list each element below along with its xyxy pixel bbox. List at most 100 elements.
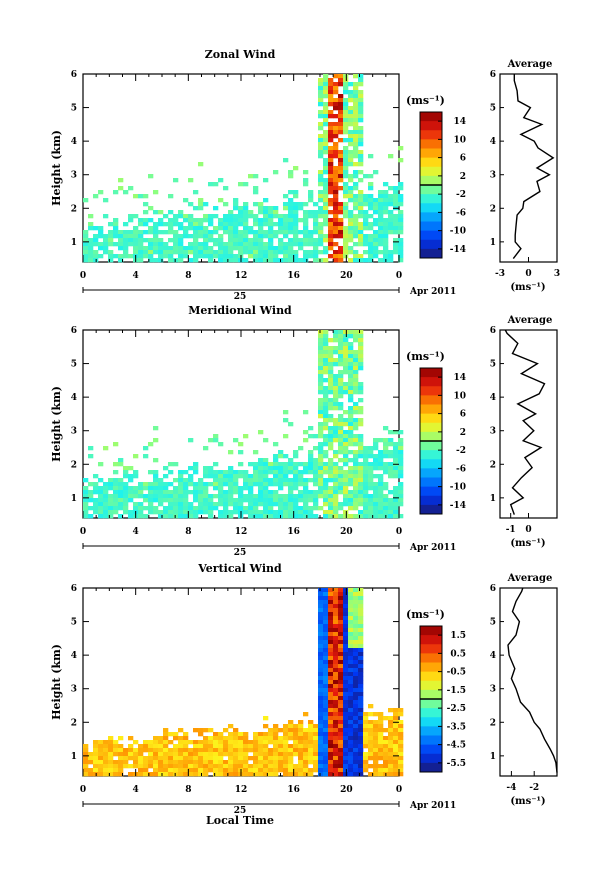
heat-cell [393,490,399,495]
heat-cell [338,98,344,103]
heat-cell [83,254,89,259]
heat-cell [333,418,339,423]
colorbar-swatch [420,395,442,405]
heat-cell [368,214,374,219]
heat-cell [323,102,329,107]
heat-cell [228,234,234,239]
heat-cell [188,756,194,761]
heat-cell [333,728,339,733]
heat-cell [268,470,274,475]
heat-cell [213,748,219,753]
heat-cell [258,226,264,231]
heat-cell [208,218,214,223]
heat-cell [248,462,254,467]
heat-cell [203,740,209,745]
heat-cell [343,74,349,79]
heat-cell [338,174,344,179]
heat-cell [143,246,149,251]
heat-cell [83,198,89,203]
heat-cell [358,154,364,159]
heat-cell [233,222,239,227]
heat-cell [173,756,179,761]
heat-cell [318,604,324,609]
heat-cell [383,728,389,733]
heat-cell [308,458,314,463]
heat-cell [353,486,359,491]
heat-cell [273,724,279,729]
heat-cell [233,218,239,223]
heat-cell [168,502,174,507]
heat-cell [98,462,104,467]
heat-cell [83,490,89,495]
heat-cell [268,214,274,219]
heat-cell [388,214,394,219]
heat-cell [263,462,269,467]
heat-cell [328,716,334,721]
heat-cell [153,222,159,227]
heat-cell [378,190,384,195]
heat-cell [338,620,344,625]
heat-cell [368,450,374,455]
heat-cell [363,736,369,741]
heat-cell [358,482,364,487]
heat-cell [183,768,189,773]
heat-cell [233,470,239,475]
heat-cell [358,494,364,499]
heat-cell [103,198,109,203]
heat-cell [303,486,309,491]
heat-cell [263,206,269,211]
heat-cell [353,494,359,499]
heat-cell [358,648,364,653]
heat-cell [323,214,329,219]
heat-cell [93,506,99,511]
heat-cell [183,740,189,745]
heat-cell [338,704,344,709]
heat-cell [348,362,354,367]
heat-cell [333,716,339,721]
heat-cell [88,238,94,243]
heat-cell [303,740,309,745]
heat-cell [233,490,239,495]
heat-cell [328,414,334,419]
heat-cell [83,498,89,503]
heat-cell [258,210,264,215]
heat-cell [243,744,249,749]
heat-cell [128,498,134,503]
heat-cell [88,498,94,503]
heat-cell [303,258,309,263]
heat-cell [398,712,404,717]
heat-cell [318,242,324,247]
heat-cell [153,756,159,761]
heat-cell [338,154,344,159]
heat-cell [253,760,259,765]
colorbar-swatch [420,112,442,122]
heat-cell [383,748,389,753]
x-tick-label: 20 [340,785,353,795]
heat-cell [263,474,269,479]
heat-cell [263,198,269,203]
heat-cell [353,126,359,131]
heat-cell [153,234,159,239]
heat-cell [153,226,159,231]
heat-cell [118,482,124,487]
heat-cell [318,482,324,487]
heat-cell [338,676,344,681]
heat-cell [328,358,334,363]
colorbar-label: 0.5 [450,649,466,659]
heat-cell [348,330,354,335]
heat-cell [338,126,344,131]
heat-cell [263,210,269,215]
heat-cell [338,660,344,665]
heat-cell [358,342,364,347]
heat-cell [343,720,349,725]
heat-cell [238,502,244,507]
heat-cell [313,728,319,733]
heat-cell [273,254,279,259]
profile-xlabel: (ms⁻¹) [510,282,545,293]
heat-cell [293,736,299,741]
heat-cell [228,258,234,263]
heat-cell [353,86,359,91]
heat-cell [343,350,349,355]
heat-cell [348,158,354,163]
